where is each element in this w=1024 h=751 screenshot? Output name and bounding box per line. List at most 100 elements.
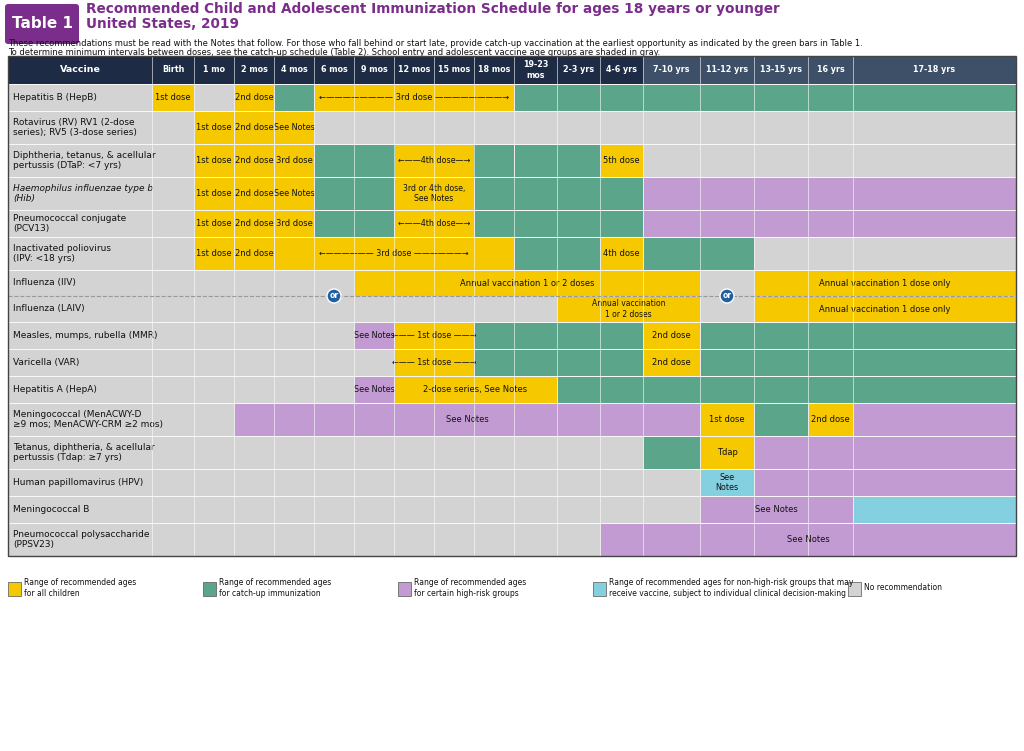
Bar [643,349,699,376]
Text: 1st dose: 1st dose [710,415,744,424]
Bar [8,496,1016,523]
Text: Haemophilus influenzae type b
(Hib): Haemophilus influenzae type b (Hib) [13,184,154,204]
Bar [8,403,152,436]
Bar [8,270,1016,322]
Bar [8,56,1016,556]
Bar [274,237,513,270]
Text: 12 mos: 12 mos [397,65,430,74]
Text: 2nd dose: 2nd dose [234,156,273,165]
Bar [8,270,152,321]
Bar [853,403,1016,436]
Bar [394,210,473,237]
Bar [755,469,1016,496]
Circle shape [327,289,341,303]
Bar [195,144,233,176]
Text: 7-10 yrs: 7-10 yrs [653,65,690,74]
Text: Range of recommended ages
for certain high-risk groups: Range of recommended ages for certain hi… [414,578,526,598]
Text: Vaccine: Vaccine [59,65,100,74]
Bar [8,523,152,556]
Bar [557,376,1016,403]
Text: 4 mos: 4 mos [281,65,307,74]
Bar [234,111,273,143]
Bar [700,322,1016,348]
Text: Hepatitis B (HepB): Hepatitis B (HepB) [13,93,97,102]
Bar [354,297,393,321]
Bar [195,297,233,321]
Text: Annual vaccination 1 dose only: Annual vaccination 1 dose only [819,279,950,288]
Text: ←—— 1st dose ——→: ←—— 1st dose ——→ [392,331,476,340]
Bar [234,270,273,295]
Text: Influenza (IIV): Influenza (IIV) [13,279,76,288]
Bar [514,297,556,321]
Bar [203,582,216,596]
Text: 6 mos: 6 mos [321,65,347,74]
Text: 3rd dose: 3rd dose [275,219,312,228]
Text: 4-6 yrs: 4-6 yrs [606,65,637,74]
Bar [398,582,411,596]
Bar [195,210,233,237]
Bar [8,582,22,596]
Text: See Notes: See Notes [353,385,394,394]
Text: Birth: Birth [162,65,184,74]
Bar [700,56,754,84]
Bar [700,436,754,469]
Text: 3rd dose: 3rd dose [275,156,312,165]
Text: or: or [723,291,731,300]
Bar [700,469,754,496]
Text: Inactivated poliovirus
(IPV: <18 yrs): Inactivated poliovirus (IPV: <18 yrs) [13,244,111,263]
Bar [8,436,152,469]
Bar [394,376,556,403]
Bar [274,270,313,295]
Bar [8,349,1016,376]
Bar [394,297,433,321]
Text: Annual vaccination
1 or 2 doses: Annual vaccination 1 or 2 doses [592,300,666,318]
Text: Pneumococcal conjugate
(PCV13): Pneumococcal conjugate (PCV13) [13,214,126,234]
Bar [600,237,642,270]
Bar [274,297,313,321]
Bar [274,144,313,176]
Bar [274,177,313,210]
Bar [600,523,1016,556]
Text: 2nd dose: 2nd dose [234,189,273,198]
Bar [8,436,1016,469]
Text: Meningococcal B: Meningococcal B [13,505,89,514]
Text: 2-dose series, See Notes: 2-dose series, See Notes [424,385,527,394]
Bar [643,177,1016,210]
Text: See Notes: See Notes [755,505,798,514]
Bar [234,85,273,110]
Text: 1st dose: 1st dose [197,219,231,228]
Bar [643,237,754,270]
Bar [8,403,1016,436]
Bar [8,469,1016,496]
Bar [514,144,599,176]
Bar [195,111,233,143]
Bar [234,177,273,210]
Bar [8,376,152,403]
Bar [394,177,473,210]
Bar [514,85,1016,110]
Bar [394,144,473,176]
Text: 15 mos: 15 mos [438,65,470,74]
Bar [8,84,1016,111]
Bar [755,270,1016,295]
Bar [8,322,1016,349]
Bar [153,85,194,110]
Bar [434,297,473,321]
Bar [474,177,642,210]
Text: 16 yrs: 16 yrs [816,65,845,74]
Bar [700,496,853,523]
Bar [234,297,273,321]
Text: Hepatitis A (HepA): Hepatitis A (HepA) [13,385,97,394]
Text: 4th dose: 4th dose [603,249,640,258]
Bar [314,177,393,210]
Bar [314,270,353,295]
Text: 5th dose: 5th dose [603,156,640,165]
Bar [195,270,233,295]
Bar [8,177,152,210]
Bar [234,237,273,270]
Text: These recommendations must be read with the Notes that follow. For those who fal: These recommendations must be read with … [8,39,863,48]
Bar [234,210,273,237]
Bar [8,85,152,110]
Bar [274,210,313,237]
Text: See
Notes: See Notes [716,472,738,493]
